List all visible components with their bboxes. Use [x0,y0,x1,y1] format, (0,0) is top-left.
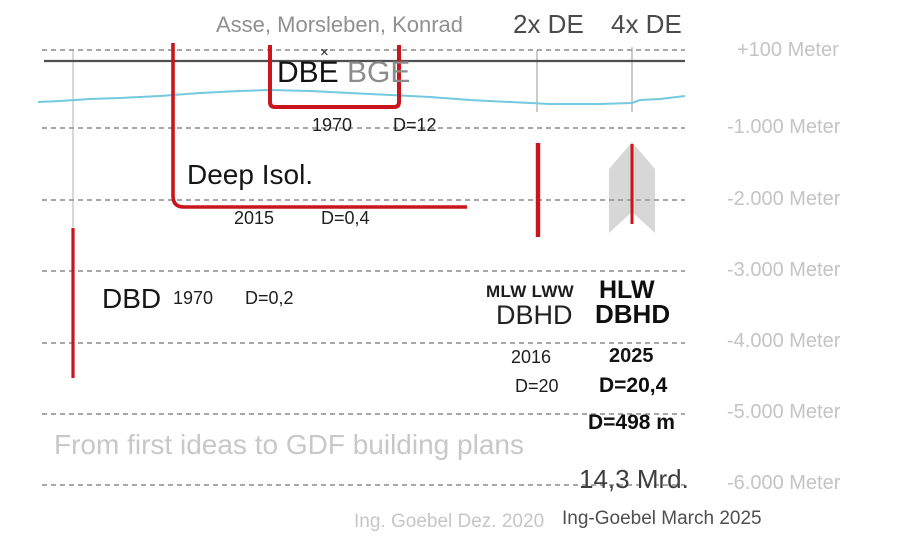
slide-subtitle: From first ideas to GDF building plans [54,429,524,460]
depth-gridlines [42,49,685,486]
water-table-line [37,88,686,105]
dbhd-mlw-diameter: D=20 [515,376,559,396]
dbhd-mlw-name: DBHD [496,300,573,330]
depth-label-minus4000: -4.000 Meter [727,330,841,352]
dbhd-hlw-waste-type: HLW [599,276,655,304]
depth-label-minus3000: -3.000 Meter [727,259,841,281]
bge-name: BGE [347,56,411,89]
dbe-shaft-bracket [268,45,401,109]
dbe-name: DBE [277,56,339,89]
depth-label-minus5000: -5.000 Meter [727,401,841,423]
deep-isolation-name: Deep Isol. [187,159,314,190]
deep-isolation-borehole-line [171,43,467,209]
dbe-year: 1970 [312,115,353,135]
depth-label-minus6000: -6.000 Meter [727,472,841,494]
dbhd-mlw-year: 2016 [511,347,552,367]
deep-isolation-year: 2015 [234,208,275,228]
dbe-x-marker: × [320,44,329,61]
dbhd-hlw-diameter: D=20,4 [599,374,668,397]
deep-isolation-diameter: D=0,4 [321,208,370,228]
label-4x-de: 4x DE [611,9,682,39]
depth-label-plus100: +100 Meter [737,39,839,61]
depth-label-minus1000: -1.000 Meter [727,116,841,138]
dbhd-hlw-year: 2025 [609,345,654,367]
dbe-diameter: D=12 [393,115,437,135]
dbd-year: 1970 [173,288,214,308]
depth-label-minus2000: -2.000 Meter [727,188,841,210]
dbhd-hlw-cost: 14,3 Mrd. [579,464,689,494]
dbd-diameter: D=0,2 [245,288,294,308]
dbhd-hlw-depth: D=498 m [588,411,675,434]
label-2x-de: 2x DE [513,9,584,39]
dbhd-hlw-name: DBHD [595,299,671,329]
dbhd-mlw-waste-type: MLW LWW [486,282,575,301]
dbd-name: DBD [102,283,162,314]
credit-2025: Ing-Goebel March 2025 [562,508,762,529]
dbe-bge-label: DBE BGE [277,57,410,89]
credit-2020: Ing. Goebel Dez. 2020 [354,511,545,532]
legacy-sites-label: Asse, Morsleben, Konrad [216,12,464,37]
